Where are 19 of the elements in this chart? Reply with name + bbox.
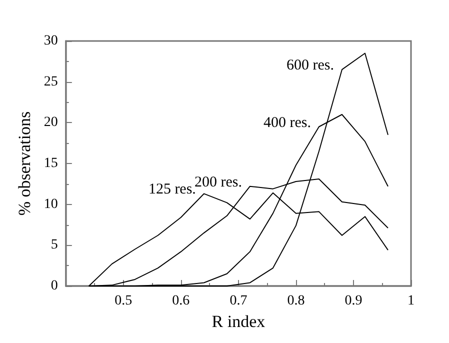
- x-tick-label: 0.5: [114, 294, 132, 308]
- x-tick-label: 0.7: [230, 294, 248, 308]
- y-tick-label: 10: [44, 196, 58, 212]
- x-axis-title: R index: [212, 312, 266, 331]
- y-tick-label: 25: [44, 74, 58, 90]
- y-tick-label: 15: [44, 156, 58, 171]
- x-tick-label: 1: [408, 294, 414, 308]
- series-label: 600 res.: [286, 58, 334, 74]
- y-tick-label: 0: [50, 278, 58, 294]
- series-label: 125 res.: [148, 182, 196, 198]
- x-tick-label: 0.9: [344, 294, 362, 308]
- y-axis-title: % observations: [15, 111, 34, 216]
- x-tick-label: 0.8: [287, 294, 305, 308]
- series-label: 200 res.: [194, 174, 242, 190]
- series-label: 400 res.: [263, 114, 311, 131]
- y-tick-label: 30: [44, 34, 58, 48]
- y-tick-label: 5: [50, 238, 58, 253]
- y-tick-label: 20: [44, 115, 58, 130]
- x-tick-label: 0.6: [172, 294, 190, 308]
